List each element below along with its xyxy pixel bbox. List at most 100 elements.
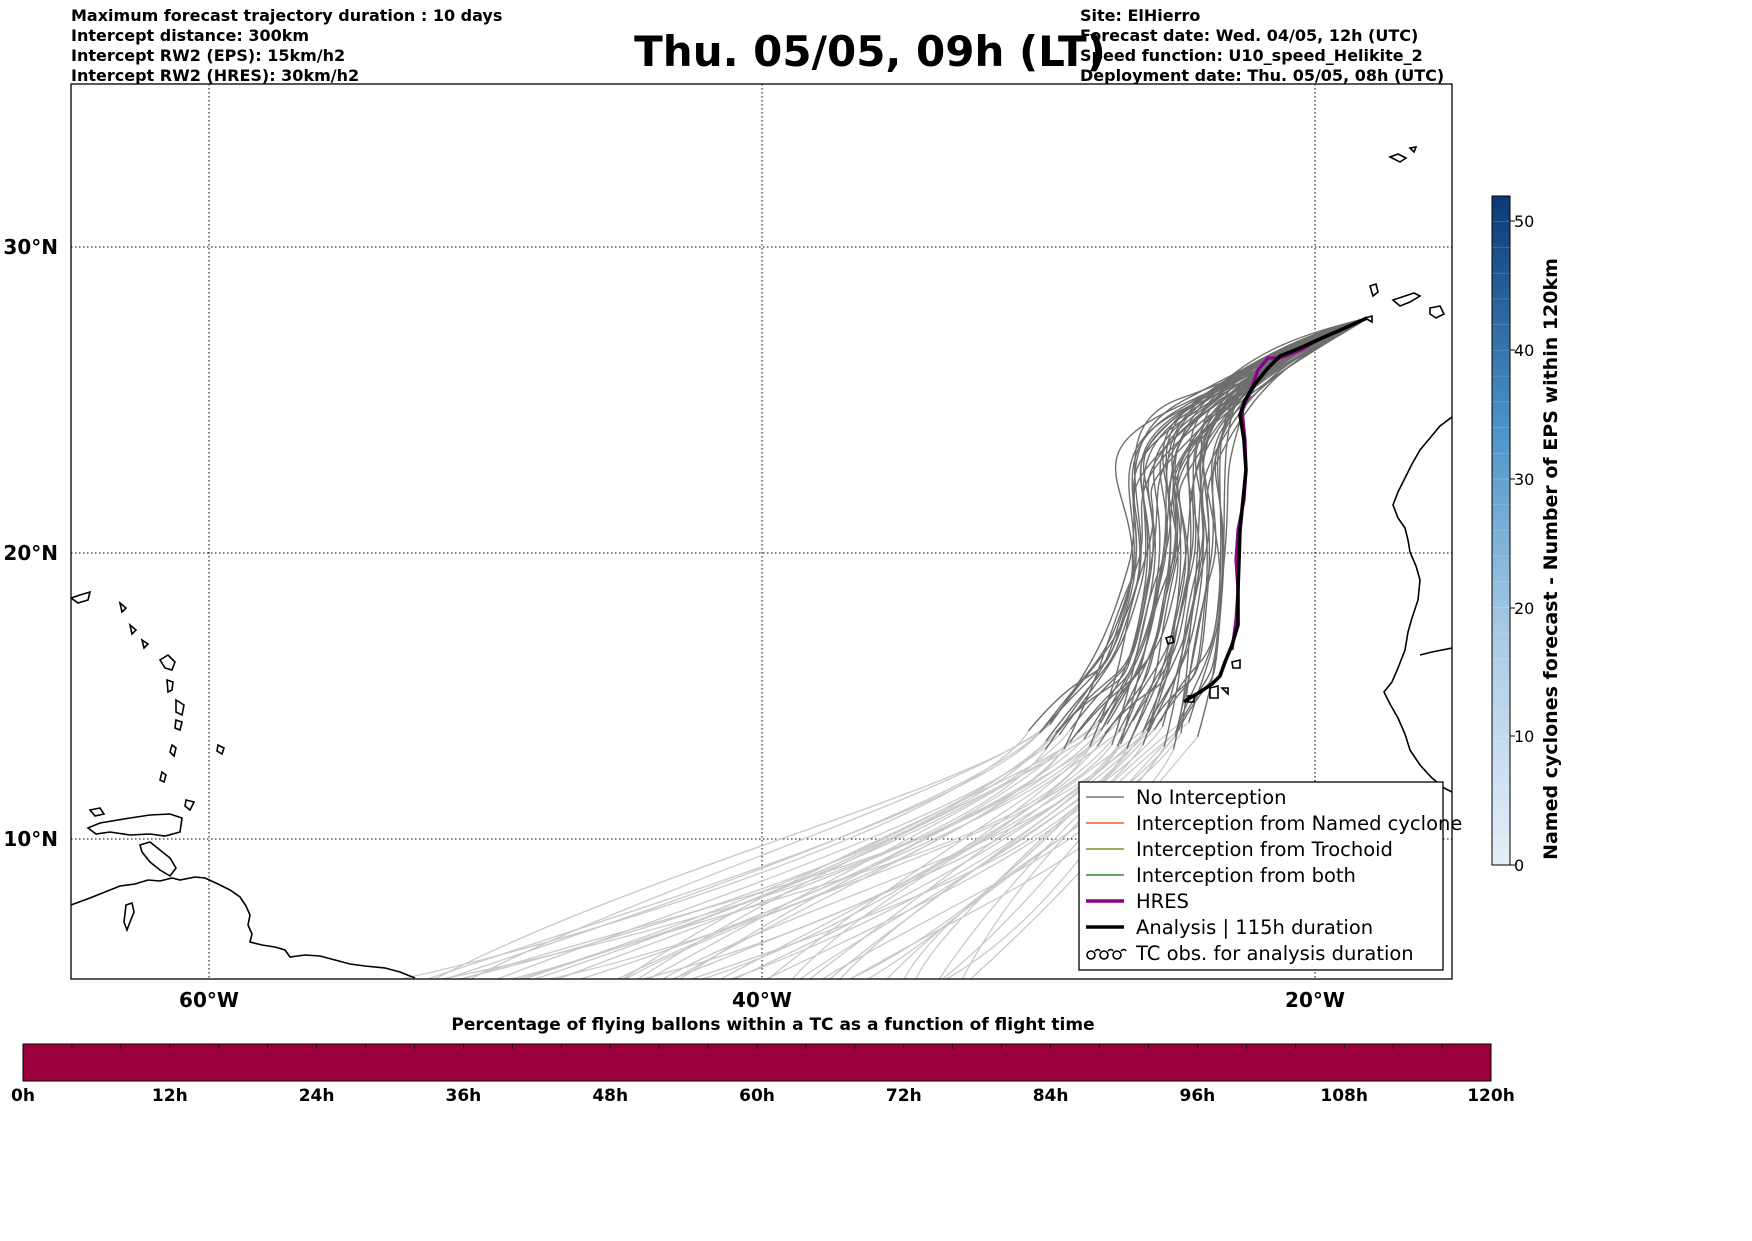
site-info: Site: ElHierro Forecast date: Wed. 04/05…	[1080, 6, 1444, 86]
south-america-coast	[71, 876, 416, 979]
eps-trajectory-tails	[398, 720, 1199, 979]
eps-member-tail	[791, 726, 1150, 979]
eps-member-tail	[509, 732, 1057, 979]
eps-member-tail	[719, 731, 1120, 979]
analysis-trajectory	[1183, 316, 1368, 704]
colorbar-tick-50: 50	[1514, 212, 1534, 231]
param-line-rw2-hres: Intercept RW2 (HRES): 30km/h2	[71, 66, 360, 85]
eps-member-tail	[578, 732, 1079, 979]
deployment-date-line: Deployment date: Thu. 05/05, 08h (UTC)	[1080, 66, 1445, 85]
flight-time-tick-label: 36h	[446, 1086, 482, 1106]
legend-item-both: Interception from both	[1086, 864, 1356, 887]
legend-item-trochoid: Interception from Trochoid	[1086, 838, 1393, 861]
param-line-duration: Maximum forecast trajectory duration : 1…	[71, 6, 503, 25]
cape-verde-maio	[1220, 687, 1229, 696]
la-palma	[1369, 282, 1379, 298]
eps-member-tail	[495, 734, 1060, 979]
tenerife	[1391, 292, 1422, 307]
flight-time-tick-label: 12h	[152, 1086, 188, 1106]
eps-member-tail	[661, 743, 1122, 979]
eps-member-tail	[457, 740, 1047, 979]
eps-member-tail	[433, 724, 1051, 979]
lat-label-20n: 20°N	[3, 541, 58, 565]
colorbar-tick-10: 10	[1514, 727, 1534, 746]
guyana-inlet	[123, 901, 135, 933]
flight-time-tick-label: 108h	[1320, 1086, 1368, 1106]
colorbar: 0 10 20 30 40 50 Named cyclones forecast…	[1491, 195, 1562, 875]
param-line-rw2-eps: Intercept RW2 (EPS): 15km/h2	[71, 46, 346, 65]
flight-time-bar-fill	[22, 1043, 1492, 1082]
eps-member-trajectory	[1100, 317, 1368, 723]
antilles-st-lucia	[174, 718, 183, 732]
legend-label: Interception from both	[1136, 864, 1356, 887]
antilles-islet-2	[140, 638, 150, 650]
param-line-distance: Intercept distance: 300km	[71, 26, 310, 45]
flight-time-bar-title: Percentage of flying ballons within a TC…	[451, 1015, 1094, 1035]
eps-member-tail	[938, 724, 1179, 979]
run-parameters: Maximum forecast trajectory duration : 1…	[71, 6, 502, 86]
eps-member-tail	[961, 721, 1190, 979]
eps-member-tail	[637, 723, 1108, 979]
antilles-grenada	[159, 770, 167, 784]
eps-member-tail	[808, 729, 1145, 979]
lon-label-60w: 60°W	[179, 988, 239, 1012]
legend-item-no-interception: No Interception	[1086, 786, 1287, 809]
legend-item-hres: HRES	[1086, 890, 1189, 913]
colorbar-ticks	[1510, 220, 1515, 866]
flight-time-tick-label: 48h	[592, 1086, 628, 1106]
legend-item-tc-obs: TC obs. for analysis duration	[1086, 942, 1414, 965]
eps-member-tail	[941, 731, 1176, 979]
legend-label: No Interception	[1136, 786, 1287, 809]
legend-label: Interception from Named cyclone	[1136, 812, 1462, 835]
barbados	[216, 743, 225, 756]
eps-member-trajectory	[1089, 317, 1368, 747]
colorbar-tick-30: 30	[1514, 470, 1534, 489]
colorbar-bands	[1492, 221, 1510, 840]
antilles-islet-1	[128, 622, 138, 636]
legend-label: HRES	[1136, 890, 1189, 913]
legend-label: TC obs. for analysis duration	[1135, 942, 1414, 965]
africa-coast	[1383, 416, 1452, 793]
flight-time-bar: Percentage of flying ballons within a TC…	[11, 1015, 1515, 1106]
colorbar-label: Named cyclones forecast - Number of EPS …	[1540, 258, 1562, 860]
colorbar-gradient	[1491, 195, 1511, 866]
speed-function-line: Speed function: U10_speed_Helikite_2	[1080, 46, 1423, 65]
senegal-river	[1419, 647, 1452, 656]
eps-member-tail	[828, 731, 1150, 979]
hurricane-symbol-icon	[1086, 948, 1127, 960]
colorbar-tick-0: 0	[1514, 856, 1524, 875]
trinidad	[139, 841, 177, 878]
puerto-rico-east	[71, 590, 92, 604]
antilles-dominica	[166, 678, 174, 694]
flight-time-tick-label: 120h	[1467, 1086, 1515, 1106]
forecast-date-line: Forecast date: Wed. 04/05, 12h (UTC)	[1080, 26, 1419, 45]
flight-time-tick-label: 72h	[886, 1086, 922, 1106]
cape-verde-sal	[1231, 658, 1241, 669]
eps-member-tail	[533, 728, 1072, 979]
flight-time-tick-label: 0h	[11, 1086, 35, 1106]
graticule	[71, 84, 1452, 979]
eps-member-tail	[903, 732, 1182, 979]
porto-santo	[1408, 145, 1418, 154]
el-hierro	[1362, 314, 1373, 324]
flight-time-tick-label: 60h	[739, 1086, 775, 1106]
legend-item-named-cyclone: Interception from Named cyclone	[1086, 812, 1462, 835]
tobago	[184, 799, 196, 812]
antilles-guadeloupe	[158, 653, 176, 671]
lat-label-30n: 30°N	[3, 235, 58, 259]
map-border	[70, 83, 1453, 980]
eps-member-tail	[438, 749, 1046, 979]
lon-label-20w: 20°W	[1285, 988, 1345, 1012]
eps-member-tail	[886, 736, 1176, 979]
eps-member-tail	[641, 745, 1098, 979]
flight-time-bar-labels: 0h 12h 24h 36h 48h 60h 72h 84h 96h 108h 120h	[11, 1086, 1515, 1106]
legend-label: Analysis | 115h duration	[1136, 916, 1373, 939]
antilles-martinique	[175, 698, 185, 717]
legend: No Interception Interception from Named …	[1078, 781, 1462, 971]
legend-item-analysis: Analysis | 115h duration	[1086, 916, 1373, 939]
legend-label: Interception from Trochoid	[1136, 838, 1393, 861]
lat-label-10n: 10°N	[3, 827, 58, 851]
flight-time-tick-label: 84h	[1033, 1086, 1069, 1106]
